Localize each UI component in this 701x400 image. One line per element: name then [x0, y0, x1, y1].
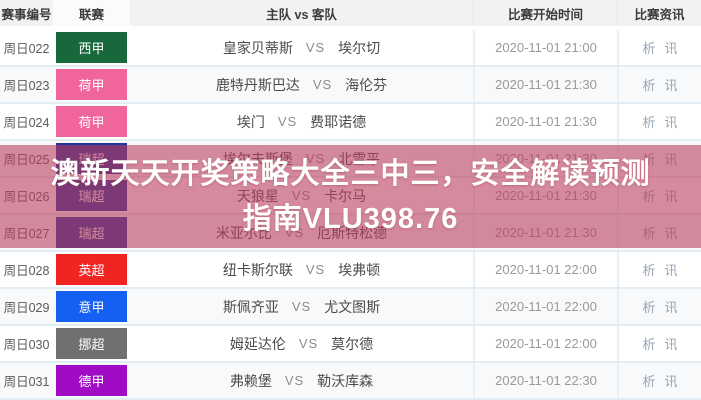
- header-match-info: 比赛资讯: [617, 0, 701, 26]
- match-id: 周日028: [3, 264, 50, 278]
- start-time: 2020-11-01 21:30: [473, 67, 617, 102]
- news-link[interactable]: 讯: [664, 263, 678, 278]
- header-league: 联赛: [53, 0, 130, 26]
- analysis-link[interactable]: 析: [642, 263, 656, 278]
- away-team: 莫尔德: [331, 335, 374, 352]
- promo-overlay: 澳新天天开奖策略大全三中三，安全解读预测 指南VLU398.76: [0, 145, 701, 248]
- teams-cell: 斯佩齐亚 VS 尤文图斯: [130, 289, 473, 324]
- news-link[interactable]: 讯: [664, 41, 678, 56]
- info-cell: 析 讯: [617, 30, 701, 65]
- table-header: 赛事编号 联赛 主队 vs 客队 比赛开始时间 比赛资讯: [0, 0, 701, 26]
- league-cell: 荷甲: [53, 67, 130, 102]
- start-time: 2020-11-01 22:00: [473, 289, 617, 324]
- start-time: 2020-11-01 21:00: [473, 30, 617, 65]
- teams-cell: 纽卡斯尔联 VS 埃弗顿: [130, 252, 473, 287]
- start-time: 2020-11-01 22:00: [473, 252, 617, 287]
- home-team: 弗赖堡: [229, 372, 272, 389]
- header-start-time: 比赛开始时间: [473, 0, 617, 26]
- info-cell: 析 讯: [617, 326, 701, 361]
- info-cell: 析 讯: [617, 67, 701, 102]
- match-id: 周日031: [3, 375, 50, 389]
- teams-cell: 埃门 VS 费耶诺德: [130, 104, 473, 139]
- away-team: 费耶诺德: [310, 113, 367, 130]
- table-row: 周日028 英超 纽卡斯尔联 VS 埃弗顿 2020-11-01 22:00 析…: [0, 252, 701, 289]
- table-row: 周日031 德甲 弗赖堡 VS 勒沃库森 2020-11-01 22:30 析 …: [0, 363, 701, 400]
- analysis-link[interactable]: 析: [642, 374, 656, 389]
- vs-label: VS: [305, 262, 326, 277]
- analysis-link[interactable]: 析: [642, 300, 656, 315]
- league-badge: 德甲: [56, 365, 127, 396]
- match-id: 周日023: [3, 79, 50, 93]
- news-link[interactable]: 讯: [664, 300, 678, 315]
- match-id: 周日029: [3, 301, 50, 315]
- table-row: 周日029 意甲 斯佩齐亚 VS 尤文图斯 2020-11-01 22:00 析…: [0, 289, 701, 326]
- table-row: 周日024 荷甲 埃门 VS 费耶诺德 2020-11-01 21:30 析 讯: [0, 104, 701, 141]
- teams-cell: 弗赖堡 VS 勒沃库森: [130, 363, 473, 398]
- vs-label: VS: [305, 40, 326, 55]
- header-match-id: 赛事编号: [1, 7, 52, 22]
- match-id: 周日024: [3, 116, 50, 130]
- home-team: 皇家贝蒂斯: [222, 39, 293, 56]
- analysis-link[interactable]: 析: [642, 41, 656, 56]
- start-time: 2020-11-01 22:30: [473, 363, 617, 398]
- analysis-link[interactable]: 析: [642, 115, 656, 130]
- league-cell: 意甲: [53, 289, 130, 324]
- table-row: 周日030 挪超 姆延达伦 VS 莫尔德 2020-11-01 22:00 析 …: [0, 326, 701, 363]
- vs-label: VS: [298, 336, 319, 351]
- league-badge: 荷甲: [56, 106, 127, 137]
- league-badge: 荷甲: [56, 69, 127, 100]
- teams-cell: 皇家贝蒂斯 VS 埃尔切: [130, 30, 473, 65]
- news-link[interactable]: 讯: [664, 374, 678, 389]
- away-team: 勒沃库森: [317, 372, 374, 389]
- home-team: 姆延达伦: [229, 335, 286, 352]
- league-badge: 英超: [56, 254, 127, 285]
- home-team: 埃门: [236, 113, 265, 130]
- vs-label: VS: [277, 114, 298, 129]
- analysis-link[interactable]: 析: [642, 78, 656, 93]
- header-teams: 主队 vs 客队: [266, 7, 337, 22]
- league-badge: 意甲: [56, 291, 127, 322]
- vs-label: VS: [312, 77, 333, 92]
- match-id: 周日022: [3, 42, 50, 56]
- vs-label: VS: [291, 299, 312, 314]
- start-time: 2020-11-01 21:30: [473, 104, 617, 139]
- home-team: 纽卡斯尔联: [222, 261, 293, 278]
- teams-cell: 姆延达伦 VS 莫尔德: [130, 326, 473, 361]
- table-row: 周日023 荷甲 鹿特丹斯巴达 VS 海伦芬 2020-11-01 21:30 …: [0, 67, 701, 104]
- news-link[interactable]: 讯: [664, 78, 678, 93]
- away-team: 海伦芬: [345, 76, 388, 93]
- header-spacer: [0, 26, 701, 30]
- away-team: 尤文图斯: [324, 298, 381, 315]
- home-team: 鹿特丹斯巴达: [215, 76, 300, 93]
- start-time: 2020-11-01 22:00: [473, 326, 617, 361]
- league-badge: 挪超: [56, 328, 127, 359]
- vs-label: VS: [284, 373, 305, 388]
- league-cell: 西甲: [53, 30, 130, 65]
- info-cell: 析 讯: [617, 363, 701, 398]
- league-cell: 英超: [53, 252, 130, 287]
- league-cell: 挪超: [53, 326, 130, 361]
- info-cell: 析 讯: [617, 252, 701, 287]
- news-link[interactable]: 讯: [664, 337, 678, 352]
- promo-line1: 澳新天天开奖策略大全三中三，安全解读预测: [50, 157, 651, 190]
- home-team: 斯佩齐亚: [222, 298, 279, 315]
- analysis-link[interactable]: 析: [642, 337, 656, 352]
- info-cell: 析 讯: [617, 104, 701, 139]
- league-cell: 荷甲: [53, 104, 130, 139]
- away-team: 埃尔切: [338, 39, 381, 56]
- promo-line2: 指南VLU398.76: [242, 202, 459, 235]
- league-cell: 德甲: [53, 363, 130, 398]
- league-badge: 西甲: [56, 32, 127, 63]
- news-link[interactable]: 讯: [664, 115, 678, 130]
- table-row: 周日022 西甲 皇家贝蒂斯 VS 埃尔切 2020-11-01 21:00 析…: [0, 30, 701, 67]
- away-team: 埃弗顿: [338, 261, 381, 278]
- teams-cell: 鹿特丹斯巴达 VS 海伦芬: [130, 67, 473, 102]
- match-id: 周日030: [3, 338, 50, 352]
- info-cell: 析 讯: [617, 289, 701, 324]
